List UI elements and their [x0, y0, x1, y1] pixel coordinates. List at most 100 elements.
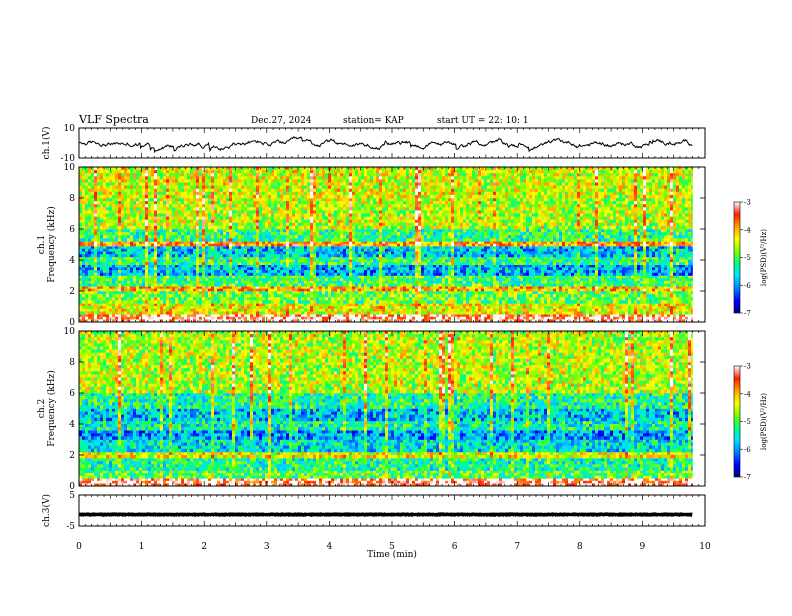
spectrogram-cell: [124, 270, 127, 273]
spectrogram-cell: [565, 286, 568, 289]
spectrogram-cell: [505, 267, 508, 270]
spectrogram-cell: [382, 281, 385, 284]
spectrogram-cell: [622, 297, 625, 300]
spectrogram-cell: [280, 286, 283, 289]
spectrogram-cell: [304, 278, 307, 281]
spectrogram-cell: [121, 300, 124, 303]
spectrogram-cell: [667, 284, 670, 287]
spectrogram-cell: [538, 294, 541, 297]
spectrogram-cell: [193, 270, 196, 273]
spectrogram-cell: [304, 270, 307, 273]
spectrogram-cell: [148, 276, 151, 279]
spectrogram-cell: [520, 284, 523, 287]
spectrogram-cell: [691, 317, 693, 320]
spectrogram-cell: [562, 276, 565, 279]
spectrogram-cell: [304, 306, 307, 309]
spectrogram-cell: [310, 314, 313, 317]
spectrogram-cell: [622, 294, 625, 297]
spectrogram-cell: [136, 294, 139, 297]
spectrogram-cell: [109, 257, 112, 260]
spectrogram-cell: [616, 291, 619, 294]
spectrogram-cell: [481, 273, 484, 276]
spectrogram-cell: [373, 297, 376, 300]
spectrogram-cell: [628, 278, 631, 281]
spectrogram-cell: [355, 317, 358, 320]
spectrogram-cell: [571, 297, 574, 300]
spectrogram-cell: [562, 300, 565, 303]
spectrogram-cell: [133, 294, 136, 297]
spectrogram-cell: [205, 314, 208, 317]
spectrogram-cell: [421, 317, 424, 320]
spectrogram-cell: [280, 306, 283, 309]
spectrogram-cell: [583, 312, 586, 315]
spectrogram-cell: [376, 309, 379, 312]
spectrogram-cell: [478, 297, 481, 300]
spectrogram-cell: [241, 284, 244, 287]
spectrogram-cell: [583, 273, 586, 276]
spectrogram-cell: [334, 286, 337, 289]
spectrogram-cell: [148, 270, 151, 273]
spectrogram-cell: [457, 317, 460, 320]
spectrogram-cell: [496, 260, 499, 263]
spectrogram-cell: [526, 281, 529, 284]
spectrogram-cell: [577, 312, 580, 315]
spectrogram-cell: [613, 267, 616, 270]
spectrogram-cell: [109, 309, 112, 312]
spectrogram-cell: [253, 312, 256, 315]
spectrogram-cell: [574, 314, 577, 317]
spectrogram-cell: [169, 317, 172, 320]
spectrogram-cell: [514, 281, 517, 284]
spectrogram-cell: [100, 276, 103, 279]
spectrogram-cell: [325, 297, 328, 300]
spectrogram-cell: [292, 267, 295, 270]
spectrogram-cell: [391, 306, 394, 309]
spectrogram-cell: [466, 262, 469, 265]
spectrogram-cell: [382, 314, 385, 317]
spectrogram-cell: [547, 297, 550, 300]
spectrogram-cell: [238, 278, 241, 281]
spectrogram-cell: [142, 317, 145, 320]
spectrogram-cell: [649, 265, 652, 268]
spectrogram-cell: [460, 281, 463, 284]
spectrogram-cell: [145, 314, 148, 317]
spectrogram-cell: [91, 260, 94, 263]
spectrogram-cell: [259, 273, 262, 276]
spectrogram-cell: [91, 273, 94, 276]
spectrogram-cell: [175, 300, 178, 303]
spectrogram-cell: [139, 294, 142, 297]
spectrogram-cell: [97, 314, 100, 317]
spectrogram-cell: [640, 317, 643, 320]
spectrogram-cell: [403, 262, 406, 265]
spectrogram-cell: [613, 300, 616, 303]
spectrogram-cell: [478, 294, 481, 297]
spectrogram-cell: [118, 306, 121, 309]
spectrogram-cell: [463, 297, 466, 300]
spectrogram-cell: [466, 314, 469, 317]
spectrogram-cell: [259, 312, 262, 315]
spectrogram-cell: [157, 270, 160, 273]
spectrogram-cell: [532, 286, 535, 289]
spectrogram-cell: [589, 278, 592, 281]
spectrogram-cell: [232, 257, 235, 260]
spectrogram-cell: [535, 276, 538, 279]
spectrogram-cell: [361, 284, 364, 287]
spectrogram-cell: [259, 278, 262, 281]
spectrogram-cell: [124, 281, 127, 284]
spectrogram-cell: [328, 291, 331, 294]
spectrogram-cell: [289, 294, 292, 297]
spectrogram-cell: [514, 289, 517, 292]
spectrogram-cell: [631, 289, 634, 292]
spectrogram-cell: [652, 270, 655, 273]
spectrogram-cell: [622, 303, 625, 306]
spectrogram-cell: [493, 276, 496, 279]
spectrogram-cell: [163, 297, 166, 300]
spectrogram-cell: [550, 317, 553, 320]
spectrogram-cell: [382, 257, 385, 260]
spectrogram-cell: [547, 294, 550, 297]
spectrogram-cell: [376, 312, 379, 315]
spectrogram-cell: [331, 294, 334, 297]
spectrogram-cell: [397, 309, 400, 312]
spectrogram-cell: [574, 284, 577, 287]
spectrogram-cell: [589, 270, 592, 273]
spectrogram-cell: [274, 294, 277, 297]
